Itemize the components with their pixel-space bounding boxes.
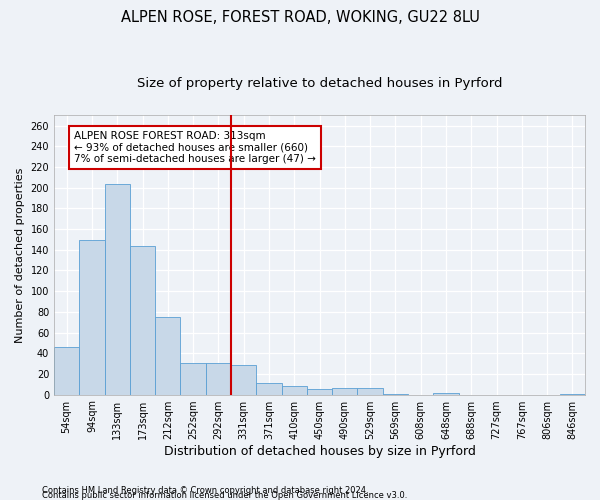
Bar (206, 362, 231, 394)
Y-axis label: Number of detached properties: Number of detached properties (15, 167, 25, 342)
Bar (332, 388, 358, 394)
Bar (181, 362, 206, 394)
Bar (79, 240, 104, 394)
Bar (231, 364, 256, 394)
Bar (256, 383, 281, 394)
Text: Contains HM Land Registry data © Crown copyright and database right 2024.: Contains HM Land Registry data © Crown c… (42, 486, 368, 495)
Bar (130, 246, 155, 394)
Title: Size of property relative to detached houses in Pyrford: Size of property relative to detached ho… (137, 78, 502, 90)
Bar (307, 390, 332, 394)
Bar (54, 347, 79, 395)
Bar (433, 392, 458, 394)
Text: ALPEN ROSE, FOREST ROAD, WOKING, GU22 8LU: ALPEN ROSE, FOREST ROAD, WOKING, GU22 8L… (121, 10, 479, 25)
Text: Contains public sector information licensed under the Open Government Licence v3: Contains public sector information licen… (42, 491, 407, 500)
Bar (104, 184, 130, 394)
Bar (155, 317, 181, 394)
Bar (358, 388, 383, 394)
Bar (281, 386, 307, 394)
Text: ALPEN ROSE FOREST ROAD: 313sqm
← 93% of detached houses are smaller (660)
7% of : ALPEN ROSE FOREST ROAD: 313sqm ← 93% of … (74, 131, 316, 164)
X-axis label: Distribution of detached houses by size in Pyrford: Distribution of detached houses by size … (164, 444, 475, 458)
